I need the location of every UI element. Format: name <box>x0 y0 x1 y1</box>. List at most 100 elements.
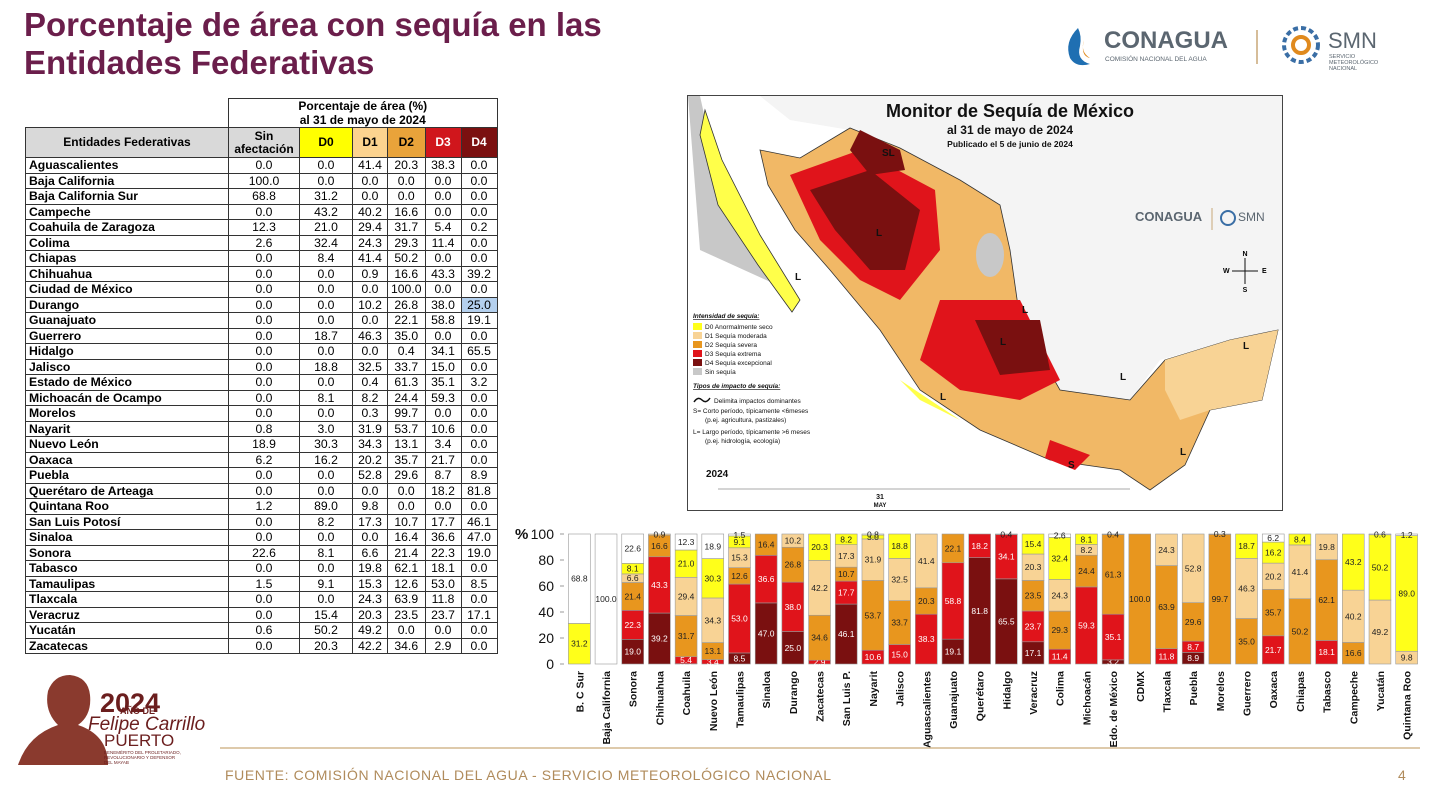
drought-table: Porcentaje de área (%) al 31 de mayo de 2… <box>25 98 498 654</box>
table-cell: 24.4 <box>387 389 426 406</box>
data-label: 29.3 <box>1051 625 1068 635</box>
compass-label: S <box>1243 287 1248 294</box>
legend-label: S= Corto período, típicamente <6meses <box>693 408 809 415</box>
x-tick-label: Guerrero <box>1242 671 1254 716</box>
table-cell: 0.0 <box>228 343 300 360</box>
x-tick-label: Quintana Roo <box>1402 671 1414 740</box>
bar-segment <box>1288 598 1312 665</box>
bar-segment <box>701 659 725 665</box>
x-tick-label: Coahuila <box>681 671 693 715</box>
bar-segment <box>781 631 805 665</box>
x-tick-label: Guanajuato <box>948 671 960 729</box>
table-cell: 8.5 <box>460 575 498 592</box>
table-row: Tamaulipas 1.5 9.1 15.3 12.6 53.0 8.5 <box>25 575 498 592</box>
data-label: 41.4 <box>1292 567 1309 577</box>
bar-segment <box>1101 613 1125 661</box>
data-label: 23.5 <box>1025 591 1042 601</box>
x-tick-label: Zacatecas <box>815 671 827 722</box>
table-cell: 0.0 <box>228 606 300 623</box>
table-cell: 50.2 <box>299 622 353 639</box>
state-name: Chihuahua <box>25 265 229 282</box>
data-label: 18.9 <box>705 541 722 551</box>
table-cell: 0.0 <box>424 405 462 422</box>
state-name: Morelos <box>25 405 229 422</box>
state-name: Michoacán de Ocampo <box>25 389 229 406</box>
y-tick-label: 80 <box>538 552 554 568</box>
bar-segment <box>1261 533 1285 543</box>
y-tick-label: 0 <box>546 656 554 672</box>
state-name: Yucatán <box>25 622 229 639</box>
bar-segment <box>888 533 911 559</box>
map-mexico <box>759 127 1279 491</box>
bar-segment <box>834 580 858 605</box>
table-cell: 16.4 <box>387 529 426 546</box>
table-cell: 0.0 <box>460 203 498 220</box>
table-row: San Luis Potosí 0.0 8.2 17.3 10.7 17.7 46.1 <box>25 513 498 530</box>
table-cell: 34.6 <box>387 637 426 654</box>
bar-segment <box>568 533 591 624</box>
table-cell: 0.3 <box>352 405 388 422</box>
bar-segment <box>1181 602 1205 642</box>
x-tick-label: Edo. de México <box>1108 671 1120 747</box>
table-row: Querétaro de Arteaga 0.0 0.0 0.0 0.0 18.2 81.8 <box>25 482 498 499</box>
table-cell: 0.9 <box>352 265 388 282</box>
table-row: Zacatecas 0.0 20.3 42.2 34.6 2.9 0.0 <box>25 637 498 654</box>
bar-segment <box>941 562 965 640</box>
bar-segment <box>1048 579 1071 612</box>
column-header: Sin afectación <box>228 127 300 158</box>
x-tick-label: Nayarit <box>868 671 880 707</box>
data-label: 10.2 <box>785 536 802 546</box>
data-label: 36.6 <box>758 574 775 584</box>
data-label: 81.8 <box>971 606 988 616</box>
data-label: 18.8 <box>891 541 908 551</box>
table-row: Durango 0.0 0.0 10.2 26.8 38.0 25.0 <box>25 296 498 313</box>
bar-segment <box>941 638 965 665</box>
bar-segment <box>1075 544 1098 556</box>
table-cell: 0.0 <box>352 529 388 546</box>
impact-label: SL <box>882 148 895 159</box>
data-label: 31.7 <box>678 631 695 641</box>
table-cell: 35.1 <box>424 374 462 391</box>
table-cell: 0.0 <box>228 296 300 313</box>
bar-segment <box>754 602 778 665</box>
impact-labels: SL L L L L L L S L L <box>795 148 1249 471</box>
timeline-year: 2024 <box>706 469 729 480</box>
bar-segment <box>701 642 725 660</box>
table-row: Ciudad de México 0.0 0.0 0.0 100.0 0.0 0.0 <box>25 281 498 298</box>
data-label: 49.2 <box>1372 627 1389 637</box>
legend-title: Tipos de impacto de sequía: <box>693 383 780 390</box>
bar-segment <box>1288 544 1312 600</box>
bar-segment <box>781 533 805 548</box>
data-label: 15.3 <box>731 553 748 563</box>
bar-segment <box>1075 533 1098 545</box>
impact-label: L <box>795 272 801 283</box>
data-label: 26.8 <box>785 560 802 570</box>
x-tick-label: Michoacán <box>1081 671 1093 725</box>
portrait <box>18 675 108 765</box>
bar-segment <box>1261 589 1285 637</box>
table-cell: 0.0 <box>460 281 498 298</box>
table-title-line: al 31 de mayo de 2024 <box>299 113 426 127</box>
logo-ano: AÑO DE <box>120 706 155 716</box>
table-cell: 0.0 <box>228 405 300 422</box>
table-cell: 16.2 <box>299 451 353 468</box>
data-label: 8.4 <box>1294 534 1306 544</box>
table-cell: 0.0 <box>228 482 300 499</box>
data-label: 8.9 <box>1187 653 1199 663</box>
data-label: 3.0 <box>867 532 879 542</box>
table-cell: 0.0 <box>387 498 426 515</box>
table-cell: 0.0 <box>460 622 498 639</box>
data-label: 63.9 <box>1158 602 1175 612</box>
table-cell: 29.6 <box>387 467 426 484</box>
legend-label: Delimita impactos dominantes <box>714 398 801 405</box>
bar-segment <box>754 555 778 604</box>
table-cell: 12.3 <box>228 219 300 236</box>
table-cell: 0.0 <box>228 513 300 530</box>
table-cell: 3.0 <box>299 420 353 437</box>
table-row: Puebla 0.0 0.0 52.8 29.6 8.7 8.9 <box>25 467 498 484</box>
x-tick-label: Aguascalientes <box>921 671 933 748</box>
table-cell: 3.4 <box>424 436 462 453</box>
table-cell: 22.3 <box>424 544 462 561</box>
table-cell: 16.6 <box>387 203 426 220</box>
legend-label: D1 Sequía moderada <box>705 333 767 340</box>
